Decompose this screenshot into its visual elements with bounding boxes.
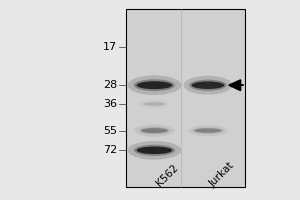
Text: 55: 55 — [103, 126, 117, 136]
Bar — [126, 9, 245, 187]
Ellipse shape — [189, 80, 227, 91]
Ellipse shape — [192, 81, 224, 89]
Ellipse shape — [139, 100, 170, 108]
Ellipse shape — [188, 125, 228, 136]
Ellipse shape — [128, 75, 181, 95]
Ellipse shape — [141, 128, 168, 133]
Ellipse shape — [193, 127, 223, 134]
Ellipse shape — [134, 79, 175, 91]
Ellipse shape — [195, 128, 221, 133]
Ellipse shape — [134, 124, 175, 137]
Ellipse shape — [139, 127, 170, 134]
Ellipse shape — [134, 145, 175, 156]
Text: 36: 36 — [103, 99, 117, 109]
Text: 28: 28 — [103, 80, 117, 90]
Ellipse shape — [136, 81, 172, 89]
Ellipse shape — [142, 101, 167, 107]
Text: 72: 72 — [103, 145, 117, 155]
Ellipse shape — [144, 102, 165, 106]
Text: K562: K562 — [154, 163, 180, 189]
Ellipse shape — [128, 141, 181, 160]
FancyArrow shape — [229, 80, 244, 91]
Ellipse shape — [183, 76, 232, 95]
Text: 17: 17 — [103, 42, 117, 52]
Text: Jurkat: Jurkat — [208, 160, 237, 189]
Ellipse shape — [136, 147, 172, 154]
